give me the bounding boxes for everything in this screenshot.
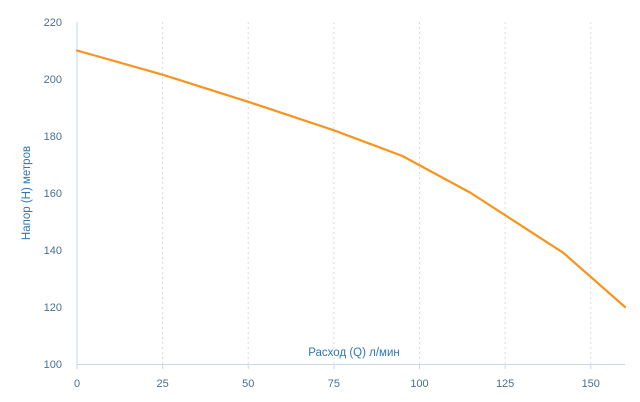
grid-lines <box>162 22 592 364</box>
x-tick-label: 100 <box>410 378 428 390</box>
x-tick-label: 50 <box>242 378 254 390</box>
series-line <box>75 49 627 309</box>
x-axis-title: Расход (Q) л/мин <box>308 347 400 359</box>
x-tick-label: 0 <box>74 378 80 390</box>
y-tick-label: 160 <box>44 188 62 200</box>
x-tick-label: 25 <box>157 378 169 390</box>
tick-labels: 0 25 50 75 100 125 150 100 120 140 160 180 200 220 <box>44 17 600 390</box>
y-tick-label: 140 <box>44 245 62 257</box>
y-tick-label: 120 <box>44 302 62 314</box>
x-tick-label: 75 <box>328 378 340 390</box>
x-tick-label: 150 <box>582 378 600 390</box>
axes <box>76 22 625 369</box>
y-axis-title: Напор (H) метров <box>21 146 33 240</box>
series-group <box>75 49 627 309</box>
y-tick-label: 220 <box>44 17 62 29</box>
y-tick-label: 200 <box>44 74 62 86</box>
x-tick-label: 125 <box>496 378 514 390</box>
y-tick-label: 180 <box>44 131 62 143</box>
y-tick-label: 100 <box>44 359 62 371</box>
